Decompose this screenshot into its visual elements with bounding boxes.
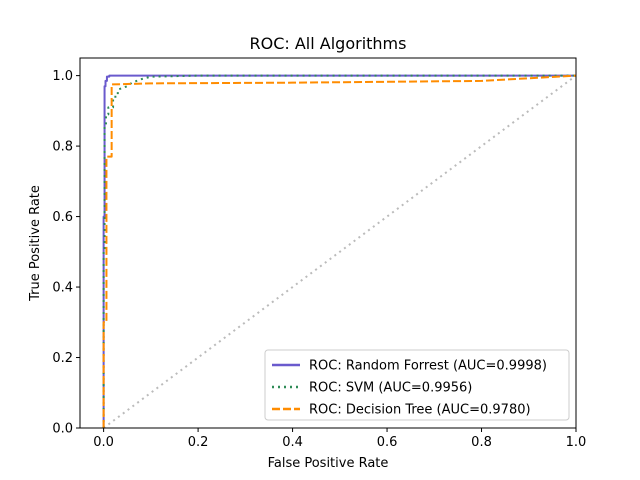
legend-box	[264, 349, 570, 421]
x-tick-label: 1.0	[566, 435, 587, 450]
plot-frame	[79, 57, 577, 429]
y-tick-label: 0.8	[52, 140, 73, 155]
y-tick-label: 0.4	[52, 281, 73, 296]
y-tick-label: 0.2	[52, 351, 73, 366]
y-axis-ticks: 0.0 0.2 0.4 0.6 0.8 1.0	[52, 69, 80, 437]
x-tick-label: 0.8	[471, 435, 492, 450]
y-tick-label: 0.0	[52, 422, 73, 437]
roc-line-series-0	[102, 74, 576, 428]
y-tick-label: 1.0	[52, 69, 73, 84]
chance-diagonal-line	[103, 74, 577, 429]
plot-lines	[102, 74, 577, 429]
x-tick-label: 0.4	[282, 435, 303, 450]
x-tick-label: 0.6	[377, 435, 398, 450]
x-tick-label: 0.0	[93, 435, 114, 450]
legend-label: ROC: Decision Tree (AUC=0.9780)	[309, 403, 531, 418]
y-tick-label: 0.6	[52, 210, 73, 225]
x-tick-label: 0.2	[188, 435, 209, 450]
x-axis-label: False Positive Rate	[268, 456, 389, 471]
roc-line-series-2	[102, 74, 577, 428]
legend-label: ROC: Random Forrest (AUC=0.9998)	[309, 359, 547, 374]
y-axis-label: True Positive Rate	[28, 185, 43, 302]
legend: ROC: Random Forrest (AUC=0.9998) ROC: SVM…	[264, 349, 570, 421]
roc-line-series-1	[102, 74, 576, 428]
chart-title: ROC: All Algorithms	[250, 34, 407, 53]
x-axis-ticks: 0.0 0.2 0.4 0.6 0.8 1.0	[93, 428, 586, 450]
legend-label: ROC: SVM (AUC=0.9956)	[309, 381, 472, 396]
